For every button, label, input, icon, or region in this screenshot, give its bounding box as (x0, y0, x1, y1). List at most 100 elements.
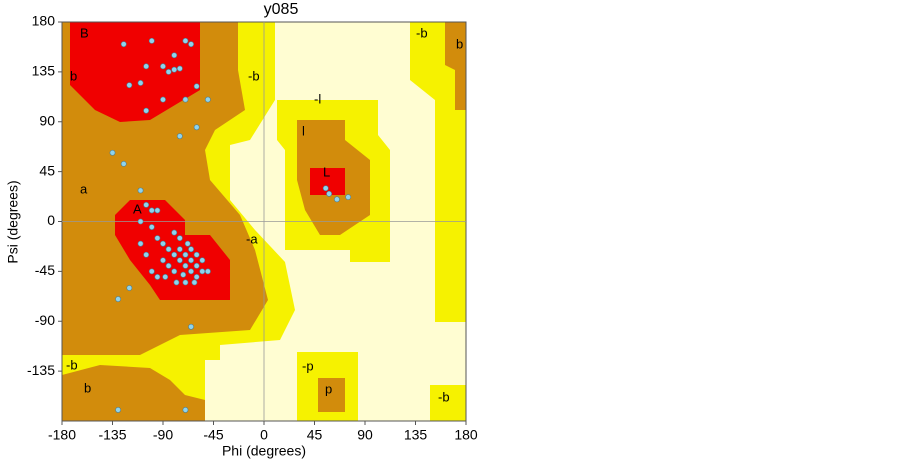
point (143, 201, 150, 208)
point (182, 279, 189, 286)
point (171, 52, 178, 59)
favored-region (445, 22, 466, 110)
region-label: b (456, 36, 463, 51)
point (182, 262, 189, 269)
x-tick-label: 180 (454, 427, 478, 443)
point (154, 235, 161, 242)
point (120, 160, 127, 167)
point (143, 251, 150, 258)
x-axis-label: Phi (degrees) (222, 443, 306, 459)
point (182, 251, 189, 258)
y-tick-label: 135 (32, 63, 56, 79)
point (191, 279, 198, 286)
point (193, 83, 200, 90)
point (148, 224, 155, 230)
point (193, 124, 200, 131)
point (115, 407, 122, 413)
point (148, 207, 155, 214)
point (180, 271, 187, 278)
point (154, 207, 161, 214)
allowed-region (410, 22, 466, 322)
point (199, 257, 206, 264)
point (193, 251, 200, 258)
point (188, 257, 194, 264)
region-label: A (133, 201, 142, 216)
point (120, 41, 127, 48)
point (176, 65, 183, 72)
point (188, 268, 194, 275)
point (148, 268, 155, 275)
y-tick-label: 45 (39, 162, 55, 178)
region-label: L (323, 164, 330, 179)
region-label: -a (246, 231, 258, 246)
point (173, 279, 180, 286)
point (193, 262, 200, 269)
point (126, 82, 133, 89)
point (171, 268, 178, 275)
region-label: -b (416, 25, 428, 40)
y-tick-label: 180 (32, 13, 56, 29)
point (143, 63, 150, 70)
point (126, 285, 133, 291)
y-tick-label: -45 (35, 262, 55, 278)
point (165, 262, 172, 269)
point (188, 246, 194, 253)
point (193, 274, 200, 280)
region-label: b (70, 68, 77, 83)
point (176, 235, 183, 242)
chart-title: y085 (264, 1, 299, 18)
point (115, 296, 122, 302)
y-tick-label: 0 (47, 212, 55, 228)
point (162, 274, 169, 280)
y-tick-label: -90 (35, 312, 55, 328)
x-tick-label: 0 (260, 427, 268, 443)
point (160, 240, 166, 247)
region-label: -l (314, 91, 321, 106)
point (137, 80, 144, 86)
point (204, 96, 211, 103)
point (176, 246, 183, 253)
region-label: -b (438, 389, 450, 404)
point (160, 96, 166, 103)
point (137, 218, 144, 225)
point (171, 229, 178, 236)
point (199, 268, 206, 275)
region-labels: Bb b -b -b -l l La A -a -b b -p p -b (66, 25, 463, 404)
region-label: b (84, 380, 91, 395)
point (109, 149, 116, 156)
core-region (70, 22, 200, 122)
x-tick-label: -90 (153, 427, 173, 443)
favored-region (62, 365, 205, 421)
x-tick-label: -180 (48, 427, 76, 443)
point (176, 257, 183, 264)
point (165, 68, 172, 75)
point (184, 240, 191, 247)
y-tick-label: 90 (39, 112, 55, 128)
region-label: -b (66, 357, 78, 372)
allowed-region (430, 385, 466, 421)
point (345, 194, 352, 201)
point (154, 274, 161, 280)
region-label: a (80, 181, 88, 196)
x-tick-label: -45 (203, 427, 223, 443)
y-tick-label: -135 (27, 362, 55, 378)
point (204, 268, 211, 275)
point (171, 66, 178, 73)
x-tick-label: -135 (98, 427, 126, 443)
y-axis-label: Psi (degrees) (5, 180, 21, 263)
point (334, 196, 340, 203)
point (176, 133, 183, 140)
region-label: p (325, 381, 332, 396)
point (182, 96, 189, 103)
point (160, 257, 166, 264)
point (322, 185, 329, 192)
favored-region (318, 378, 345, 412)
point (182, 407, 189, 413)
point (188, 41, 194, 48)
point (182, 37, 189, 44)
region-label: -p (302, 358, 314, 373)
point (137, 240, 144, 247)
point (143, 107, 150, 114)
core-region (115, 200, 230, 300)
point (160, 63, 166, 70)
